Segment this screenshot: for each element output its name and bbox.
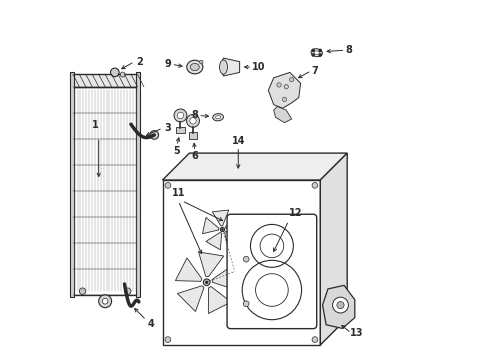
Polygon shape [224, 231, 241, 249]
Circle shape [221, 229, 223, 230]
Circle shape [120, 72, 125, 77]
Text: 14: 14 [231, 136, 245, 146]
Polygon shape [269, 72, 300, 108]
Circle shape [243, 301, 249, 307]
Circle shape [333, 297, 348, 313]
Circle shape [124, 288, 131, 294]
Circle shape [290, 77, 294, 82]
Circle shape [102, 298, 108, 304]
Circle shape [319, 54, 321, 56]
Circle shape [284, 85, 289, 89]
Polygon shape [220, 58, 240, 76]
Polygon shape [212, 265, 237, 291]
Text: 8: 8 [192, 111, 198, 121]
Circle shape [282, 97, 287, 102]
Circle shape [312, 183, 318, 188]
Circle shape [277, 83, 281, 87]
Polygon shape [198, 252, 224, 276]
Text: 11: 11 [172, 189, 185, 198]
FancyBboxPatch shape [227, 214, 317, 329]
Text: 6: 6 [192, 151, 198, 161]
Ellipse shape [314, 51, 319, 54]
Circle shape [150, 131, 159, 139]
Circle shape [312, 49, 314, 51]
Circle shape [243, 256, 249, 262]
Polygon shape [225, 214, 243, 229]
Text: 8: 8 [345, 45, 352, 55]
Circle shape [205, 281, 208, 284]
Polygon shape [177, 286, 204, 311]
Ellipse shape [190, 63, 199, 71]
Bar [136, 72, 140, 297]
Ellipse shape [187, 60, 203, 74]
Polygon shape [212, 210, 229, 226]
Circle shape [165, 183, 171, 188]
Circle shape [174, 109, 187, 122]
Bar [70, 72, 74, 297]
Text: 1: 1 [92, 120, 98, 130]
Polygon shape [322, 285, 355, 328]
Text: 5: 5 [173, 146, 180, 156]
Polygon shape [274, 107, 292, 123]
Text: 3: 3 [165, 123, 172, 133]
Circle shape [312, 54, 314, 56]
Text: 2: 2 [136, 57, 143, 67]
Text: 13: 13 [349, 328, 363, 338]
Polygon shape [206, 233, 221, 250]
Bar [189, 132, 197, 139]
Bar [176, 127, 185, 134]
Text: 12: 12 [289, 208, 302, 218]
Circle shape [203, 279, 210, 285]
Ellipse shape [216, 116, 220, 119]
Circle shape [337, 301, 344, 309]
Polygon shape [175, 258, 202, 282]
Polygon shape [202, 217, 219, 234]
Text: 9: 9 [165, 59, 172, 69]
Text: 10: 10 [252, 62, 266, 72]
Text: 7: 7 [311, 66, 318, 76]
Circle shape [220, 227, 224, 231]
Polygon shape [163, 153, 347, 180]
Circle shape [199, 60, 203, 64]
Text: 4: 4 [148, 319, 155, 329]
Ellipse shape [213, 114, 223, 121]
Circle shape [165, 337, 171, 342]
Circle shape [319, 49, 321, 51]
Circle shape [190, 118, 196, 124]
Circle shape [177, 112, 184, 119]
Bar [73, 87, 137, 295]
Ellipse shape [311, 49, 322, 57]
Circle shape [79, 288, 86, 294]
Polygon shape [163, 180, 320, 345]
Ellipse shape [220, 60, 227, 74]
Circle shape [111, 68, 119, 77]
Circle shape [187, 114, 199, 127]
Polygon shape [208, 287, 231, 314]
Bar [73, 74, 137, 87]
Polygon shape [320, 153, 347, 345]
Circle shape [312, 337, 318, 342]
Circle shape [98, 295, 112, 308]
